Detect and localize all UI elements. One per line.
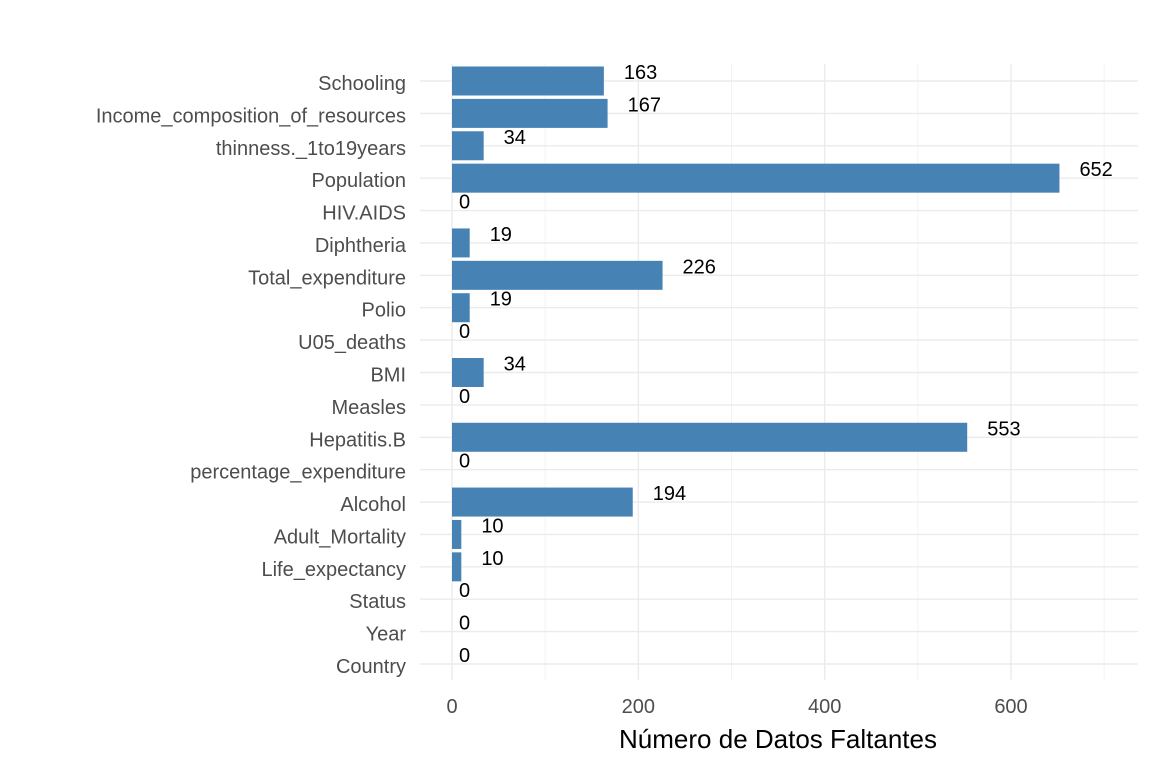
data-label: 19 <box>490 289 512 311</box>
bar <box>452 66 604 96</box>
data-labels: 163 167 34 652 0 19 226 19 0 34 0 553 0 194 10 10 0 0 0 <box>459 62 1113 667</box>
y-tick-label: Polio <box>362 300 406 322</box>
data-label: 167 <box>628 94 661 116</box>
data-label: 10 <box>481 548 503 570</box>
data-label: 10 <box>481 515 503 537</box>
y-tick-label: thinness._1to19years <box>216 138 406 160</box>
y-tick-label: Country <box>336 656 406 678</box>
y-tick-label: Alcohol <box>340 494 406 516</box>
bar <box>452 519 462 549</box>
x-tick-label: 0 <box>446 696 457 718</box>
y-tick-label: Population <box>311 170 406 192</box>
data-label: 0 <box>459 451 470 473</box>
y-tick-label: BMI <box>370 365 406 387</box>
y-tick-label: Schooling <box>318 73 406 95</box>
bar <box>452 422 968 452</box>
bar <box>452 260 663 290</box>
data-label: 0 <box>459 580 470 602</box>
x-tick-label: 600 <box>994 696 1027 718</box>
data-label: 0 <box>459 192 470 214</box>
x-axis: 0 200 400 600 <box>446 696 1027 718</box>
data-label: 194 <box>653 483 686 505</box>
y-tick-label: Life_expectancy <box>261 559 406 581</box>
grid <box>420 64 1138 680</box>
y-tick-label: Hepatitis.B <box>309 429 406 451</box>
data-label: 553 <box>987 418 1020 440</box>
y-tick-label: U05_deaths <box>298 332 406 354</box>
x-axis-title: Número de Datos Faltantes <box>619 724 937 754</box>
data-label: 163 <box>624 62 657 84</box>
data-label: 0 <box>459 645 470 667</box>
bar <box>452 358 484 387</box>
bar <box>452 487 633 517</box>
data-label: 19 <box>490 224 512 246</box>
x-tick-label: 200 <box>622 696 655 718</box>
y-tick-label: Income_composition_of_resources <box>96 105 406 127</box>
data-label: 0 <box>459 613 470 635</box>
bars <box>452 66 1060 582</box>
y-tick-label: Diphtheria <box>315 235 407 257</box>
y-axis: Schooling Income_composition_of_resources… <box>96 73 407 678</box>
data-label: 226 <box>683 256 716 278</box>
data-label: 34 <box>504 127 526 149</box>
y-tick-label: Measles <box>332 397 406 419</box>
y-tick-label: Status <box>349 591 406 613</box>
data-label: 0 <box>459 386 470 408</box>
data-label: 34 <box>504 354 526 376</box>
bar <box>452 163 1060 193</box>
data-label: 0 <box>459 321 470 343</box>
y-tick-label: Total_expenditure <box>248 267 406 289</box>
y-tick-label: Year <box>366 624 407 646</box>
data-label: 652 <box>1079 159 1112 181</box>
bar <box>452 293 470 323</box>
x-tick-label: 400 <box>808 696 841 718</box>
bar <box>452 552 462 582</box>
y-tick-label: percentage_expenditure <box>190 462 406 484</box>
bar <box>452 98 608 128</box>
bar <box>452 131 484 161</box>
y-tick-label: HIV.AIDS <box>322 203 406 225</box>
y-tick-label: Adult_Mortality <box>274 526 406 548</box>
bar <box>452 228 470 258</box>
